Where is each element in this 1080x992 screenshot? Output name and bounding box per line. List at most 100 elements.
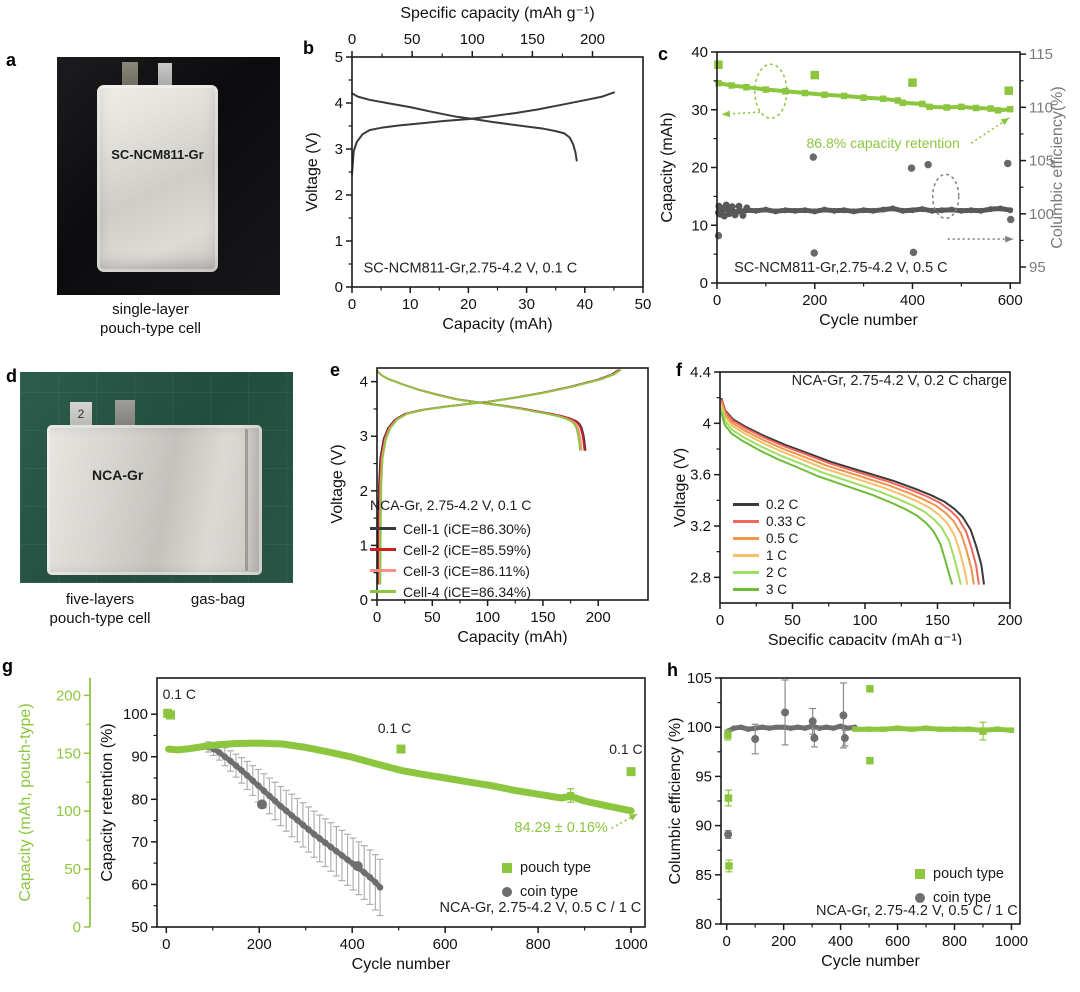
axis-text: 400: [828, 933, 853, 950]
series-Cell-1-discharge: [376, 369, 587, 451]
caption-line-1: single-layer: [112, 301, 189, 318]
axis-text: 85: [695, 867, 712, 884]
marker-square: [801, 89, 809, 97]
axis-text: 200: [802, 292, 827, 309]
axis-text: 50: [131, 919, 148, 936]
legend-item: 0.33 C: [733, 513, 806, 530]
marker-square: [165, 710, 175, 720]
marker-circle: [809, 153, 818, 161]
annotation-text: 86.8% capacity retention: [806, 135, 959, 151]
marker-circle: [366, 873, 374, 881]
marker-circle: [249, 777, 256, 784]
series-2-C: [720, 408, 962, 585]
marker-square: [899, 99, 906, 107]
legend-label: 0.2 C: [766, 497, 799, 512]
axis-text: 5: [335, 49, 343, 66]
axis-text: 95: [695, 768, 712, 785]
annotation-text: NCA-Gr, 2.75-4.2 V, 0.2 C charge: [792, 373, 1007, 389]
panel-letter-g: g: [2, 656, 13, 676]
marker-circle: [870, 207, 877, 214]
legend-swatch-line: [370, 527, 396, 530]
marker-circle: [731, 211, 739, 219]
caption-line-2: pouch-type cell: [100, 320, 201, 337]
pouch-cell-label: NCA-Gr: [92, 467, 144, 483]
legend-item: pouch type: [502, 856, 591, 880]
axis-text: Cycle number: [821, 953, 920, 970]
axis-text: 600: [885, 933, 910, 950]
chart-voltage-capacity-sc-ncm811: 0 10 20 30 40 50 Capacity (mAh) 0 1 2 3 4 5 Voltage (…: [304, 5, 651, 333]
axis-text: 200: [997, 612, 1022, 629]
marker-circle: [216, 749, 223, 756]
marker-circle: [221, 753, 229, 760]
panel-letter-e: e: [330, 360, 341, 380]
marker-circle: [837, 723, 844, 729]
marker-circle: [802, 725, 808, 731]
marker-circle: [772, 208, 779, 215]
marker-circle: [808, 717, 817, 726]
axis-text: 110: [1029, 99, 1053, 116]
series-Cell-4-charge: [379, 369, 622, 585]
marker-square: [958, 103, 965, 111]
marker-circle: [352, 861, 363, 872]
axis-text: 4: [335, 95, 343, 112]
panel-d-caption-gasbag: gas-bag: [168, 590, 268, 609]
axis-text: 2: [360, 483, 368, 500]
legend-label: 3 C: [766, 582, 788, 597]
legend-swatch-line: [370, 569, 396, 572]
axis-text: Capacity retention (%): [99, 723, 116, 881]
axis-text: Voltage (V): [672, 448, 689, 527]
marker-circle: [811, 208, 818, 215]
axis-text: 800: [526, 936, 551, 953]
marker-circle: [1006, 215, 1015, 224]
marker-circle: [260, 787, 268, 795]
axis-text: 80: [131, 791, 148, 808]
axis-text: 200: [580, 31, 605, 48]
marker-circle: [850, 208, 857, 215]
legend-label: Cell-4 (iCE=86.34%): [403, 583, 531, 600]
axis-text: 100: [123, 706, 148, 723]
marker-circle: [266, 792, 273, 800]
legend-label: Cell-3 (iCE=86.11%): [403, 562, 530, 579]
axis-text: 600: [998, 292, 1023, 309]
panel-letter-b: b: [303, 38, 314, 58]
marker-square: [725, 862, 733, 870]
panel-a-caption: single-layer pouch-type cell: [8, 300, 293, 338]
axis-text: 100: [56, 803, 81, 820]
marker-circle: [880, 206, 887, 213]
marker-circle: [299, 821, 307, 829]
marker-square: [396, 744, 406, 754]
marker-square: [567, 791, 575, 799]
legend-f: 0.2 C 0.33 C 0.5 C 1 C 2 C 3 C: [733, 496, 806, 598]
marker-square: [626, 767, 636, 777]
axis-text: 0: [700, 275, 708, 292]
marker-circle: [327, 843, 335, 851]
legend-item: coin type: [502, 880, 591, 904]
legend-item: Cell-2 (iCE=85.59%): [370, 539, 531, 560]
marker-square: [879, 95, 887, 103]
legend-swatch-square: [915, 869, 925, 879]
legend-swatch-line: [370, 548, 396, 551]
axis-text: 3: [360, 428, 368, 445]
marker-circle: [762, 206, 769, 213]
arrow-head: [628, 813, 638, 821]
series-3-C: [720, 412, 953, 585]
marker-circle: [271, 797, 279, 805]
axis-text: Capacity (mAh): [457, 629, 567, 645]
marker-circle: [232, 762, 240, 769]
axis-text: 50: [64, 861, 81, 878]
arrow-head: [1000, 117, 1010, 126]
annotation-text: 0.1 C: [609, 741, 642, 757]
marker-circle: [810, 249, 819, 257]
marker-circle: [766, 725, 773, 731]
caption-line-2: pouch-type cell: [49, 610, 151, 627]
axis-text: 400: [340, 936, 365, 953]
axis-text: 50: [424, 609, 441, 626]
legend-swatch-line: [733, 520, 759, 523]
legend-label: Cell-1 (iCE=86.30%): [403, 520, 531, 537]
chart-cycling-sc-ncm811: 0 200 400 600 Cycle number 0 10 20 30 40 Capacity …: [659, 44, 1066, 329]
pouch-tab-left: [122, 62, 138, 87]
marker-circle: [801, 207, 808, 214]
marker-circle: [907, 164, 916, 172]
marker-circle: [722, 201, 730, 209]
axis-text: 100: [687, 719, 712, 736]
